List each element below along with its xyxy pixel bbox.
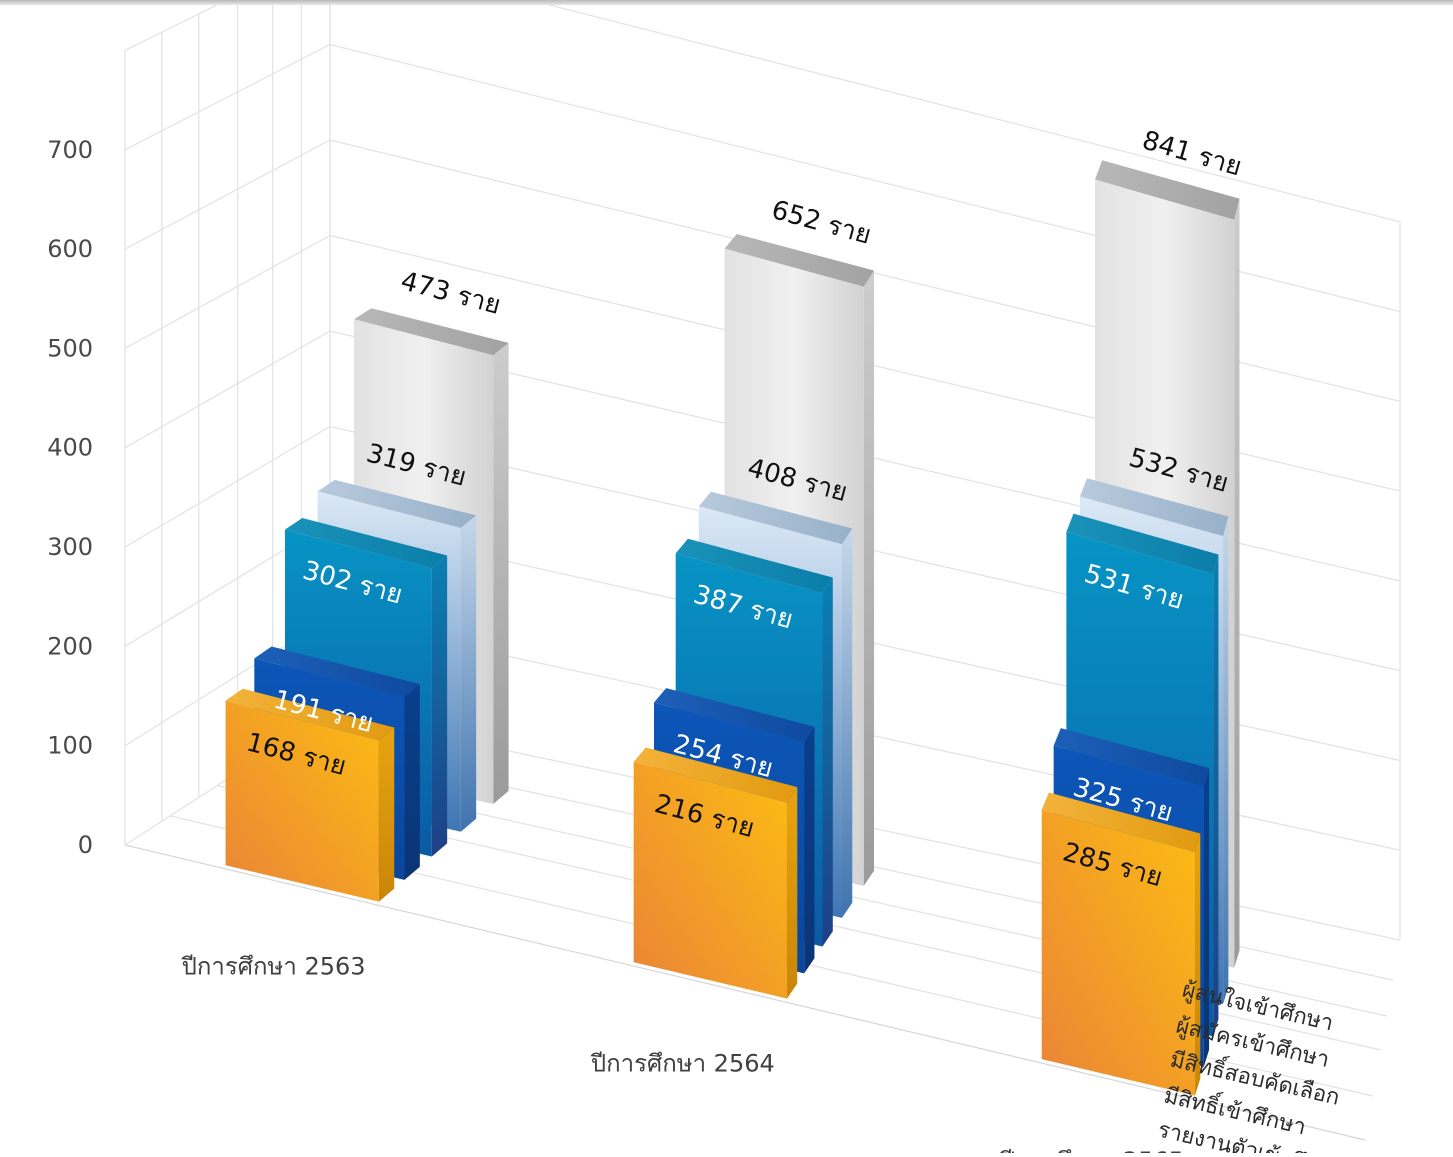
bar-top-face (724, 234, 875, 287)
bar-side-face (1195, 833, 1201, 1096)
bar-side-face (460, 515, 477, 832)
bar (1041, 809, 1196, 1096)
bar-side-face (404, 684, 420, 880)
bars (225, 160, 1240, 1096)
bar-side-face (1223, 516, 1229, 1004)
bar-side-face (1234, 198, 1240, 968)
bar-top-face (1095, 160, 1240, 220)
bar-side-face (493, 342, 509, 805)
bar-top-face (254, 646, 420, 697)
bar-top-face (1041, 792, 1201, 853)
bar-top-face (1066, 513, 1219, 575)
bar-top-face (284, 518, 448, 569)
bar-top-face (698, 491, 853, 545)
x-category-label: ปีการศึกษา 2565 (999, 1147, 1184, 1153)
bar-side-face (863, 270, 875, 886)
y-tick-label: 200 (47, 632, 93, 660)
y-axis-ticks: 0 100 200 300 400 500 600 700 (47, 136, 93, 859)
bar-top-face (317, 479, 477, 529)
bar-side-face (786, 787, 798, 999)
data-label: 841 ราย (1139, 125, 1245, 182)
y-tick-label: 600 (47, 235, 93, 263)
bar-side-face (378, 727, 395, 902)
bar-top-face (633, 747, 798, 803)
x-category-label: ปีการศึกษา 2564 (590, 1050, 775, 1078)
bar (225, 700, 379, 902)
gridline-800 (124, 0, 1401, 223)
bar-side-face (822, 577, 833, 947)
bar-top-face (1079, 478, 1229, 537)
bar-group (633, 747, 798, 999)
bar-top-face (653, 688, 815, 743)
bar-group (225, 688, 395, 902)
y-tick-label: 0 (78, 831, 93, 859)
floor-front-edge (124, 844, 1366, 1141)
bar-side-face (1203, 767, 1210, 1067)
bar-side-face (804, 726, 815, 974)
data-label: 473 ราย (398, 266, 504, 321)
bar-top-face (354, 308, 509, 356)
bar-side-face (431, 555, 448, 857)
bar (633, 761, 787, 999)
bar-top-face (1053, 728, 1210, 787)
bar-side-face (1213, 554, 1219, 1037)
x-axis-categories: ปีการศึกษา 2563 ปีการศึกษา 2564 ปีการศึกษา… (181, 952, 1184, 1157)
bar-top-face (225, 688, 395, 741)
y-tick-label: 400 (47, 434, 93, 462)
y-tick-label: 300 (47, 533, 93, 561)
data-label: 652 ราย (768, 195, 874, 251)
y-tick-label: 500 (47, 334, 93, 362)
x-category-label: ปีการศึกษา 2563 (181, 952, 366, 980)
y-tick-label: 700 (47, 136, 93, 164)
y-tick-label: 100 (47, 732, 93, 760)
window-top-border (0, 0, 1453, 5)
bar-top-face (675, 538, 833, 594)
bar-group (1041, 792, 1201, 1096)
bar-side-face (841, 528, 853, 918)
